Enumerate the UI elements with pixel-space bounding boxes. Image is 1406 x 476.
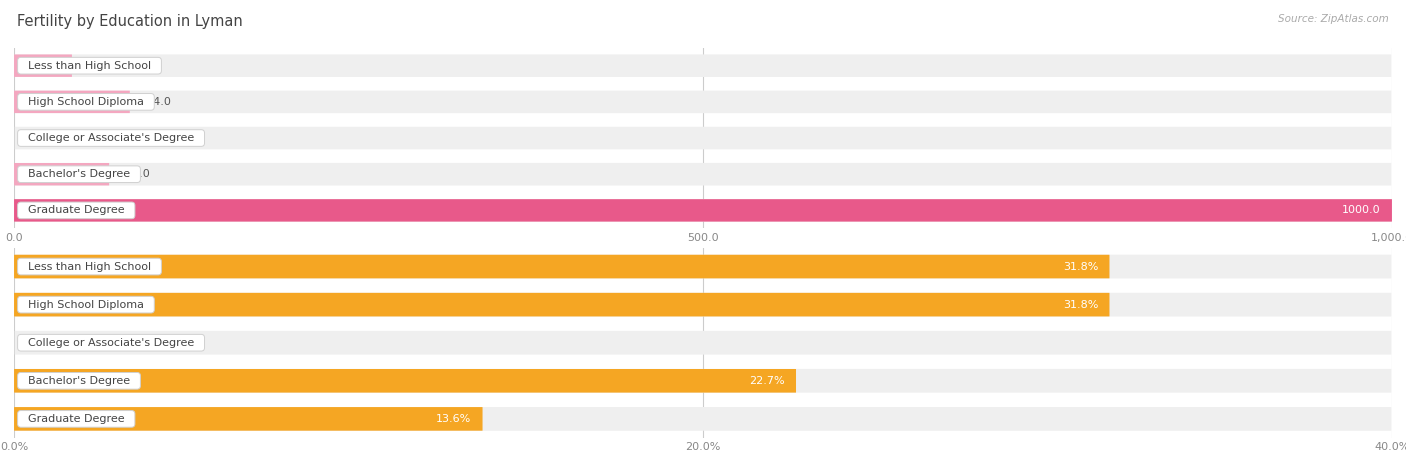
Text: Fertility by Education in Lyman: Fertility by Education in Lyman [17, 14, 243, 30]
Text: 0.0: 0.0 [31, 133, 48, 143]
FancyBboxPatch shape [14, 293, 1392, 317]
FancyBboxPatch shape [14, 369, 796, 393]
FancyBboxPatch shape [14, 199, 1392, 222]
Text: Source: ZipAtlas.com: Source: ZipAtlas.com [1278, 14, 1389, 24]
Text: 42.0: 42.0 [89, 60, 114, 71]
FancyBboxPatch shape [14, 163, 1392, 186]
FancyBboxPatch shape [14, 407, 1392, 431]
Text: 1000.0: 1000.0 [1343, 205, 1381, 216]
FancyBboxPatch shape [14, 54, 72, 77]
FancyBboxPatch shape [14, 163, 110, 186]
Text: College or Associate's Degree: College or Associate's Degree [21, 337, 201, 348]
FancyBboxPatch shape [14, 331, 1392, 355]
Text: 31.8%: 31.8% [1063, 299, 1098, 310]
Text: 69.0: 69.0 [125, 169, 150, 179]
Text: 31.8%: 31.8% [1063, 261, 1098, 272]
Text: College or Associate's Degree: College or Associate's Degree [21, 133, 201, 143]
Text: 22.7%: 22.7% [749, 376, 785, 386]
FancyBboxPatch shape [14, 90, 1392, 113]
Text: Less than High School: Less than High School [21, 60, 157, 71]
FancyBboxPatch shape [14, 199, 1392, 222]
FancyBboxPatch shape [14, 127, 1392, 149]
FancyBboxPatch shape [14, 54, 1392, 77]
FancyBboxPatch shape [14, 407, 482, 431]
FancyBboxPatch shape [14, 293, 1109, 317]
Text: 0.0%: 0.0% [31, 337, 59, 348]
FancyBboxPatch shape [14, 255, 1392, 278]
FancyBboxPatch shape [14, 369, 1392, 393]
FancyBboxPatch shape [14, 90, 129, 113]
Text: 84.0: 84.0 [146, 97, 172, 107]
Text: High School Diploma: High School Diploma [21, 97, 150, 107]
FancyBboxPatch shape [14, 255, 1109, 278]
Text: Graduate Degree: Graduate Degree [21, 205, 132, 216]
Text: Bachelor's Degree: Bachelor's Degree [21, 376, 136, 386]
Text: Less than High School: Less than High School [21, 261, 157, 272]
Text: Bachelor's Degree: Bachelor's Degree [21, 169, 136, 179]
Text: High School Diploma: High School Diploma [21, 299, 150, 310]
Text: 13.6%: 13.6% [436, 414, 471, 424]
Text: Graduate Degree: Graduate Degree [21, 414, 132, 424]
